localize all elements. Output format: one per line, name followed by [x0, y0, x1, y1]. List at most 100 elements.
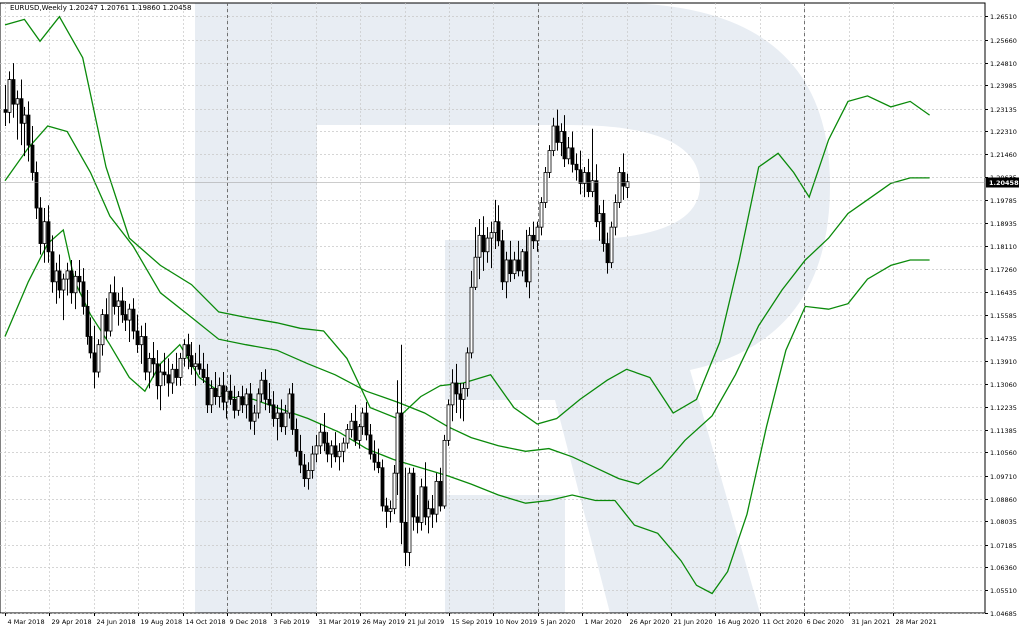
- y-tick-label: 1.07185: [990, 542, 1017, 550]
- candle-body-bull: [539, 202, 544, 228]
- candle-body-bear: [166, 374, 171, 384]
- candle-body-bull: [395, 412, 400, 474]
- candle-body-bull: [259, 379, 264, 395]
- candle: [485, 227, 490, 263]
- candle-body-bull: [236, 396, 241, 411]
- candle: [197, 344, 202, 375]
- candle: [617, 167, 622, 209]
- x-tick-label: 16 Aug 2020: [718, 618, 760, 626]
- candle: [123, 300, 128, 332]
- y-tick-label: 1.12235: [990, 404, 1017, 412]
- candle-body-bear: [454, 382, 459, 395]
- candle-body-bear: [228, 390, 233, 400]
- candle: [594, 164, 599, 228]
- candle: [275, 404, 280, 441]
- y-tick-label: 1.26510: [990, 13, 1017, 21]
- candle: [100, 309, 105, 356]
- candle-body-bear: [458, 393, 463, 400]
- x-tick-label: 21 Jul 2019: [408, 618, 445, 626]
- candle: [423, 462, 428, 526]
- candle-body-bull: [329, 445, 334, 455]
- ohlc-readout: 1.20247 1.20761 1.19860 1.20458: [69, 4, 191, 12]
- candle-body-bear: [516, 259, 521, 272]
- candle-body-bull: [349, 420, 354, 430]
- candle-body-bear: [189, 355, 194, 367]
- candle-body-bear: [298, 450, 303, 466]
- y-tick-label: 1.08035: [990, 518, 1017, 526]
- candle: [38, 197, 43, 255]
- x-tick-label: 31 Jan 2021: [852, 618, 891, 626]
- candle-body-bull: [465, 352, 470, 389]
- candle-body-bear: [143, 336, 148, 373]
- chart-header: EURUSD,Weekly 1.20247 1.20761 1.19860 1.…: [10, 4, 191, 12]
- candle-body-bear: [574, 163, 579, 171]
- candle: [392, 464, 397, 515]
- candle-body-bull: [65, 270, 70, 280]
- candle: [224, 385, 229, 419]
- candle-body-bear: [57, 270, 62, 291]
- candle: [524, 229, 529, 288]
- price-axis: 1.26510 1.25660 1.24810 1.23985 1.23135 1.223…: [985, 13, 1019, 618]
- candle-body-bull: [108, 292, 113, 332]
- candle: [434, 473, 439, 523]
- candle-body-bull: [388, 508, 393, 512]
- candle: [376, 448, 381, 474]
- x-tick-label: 1 Mar 2020: [585, 618, 622, 626]
- candle: [298, 434, 303, 474]
- candle: [395, 380, 400, 496]
- candle-body-bear: [279, 412, 284, 428]
- candle-body-bear: [586, 172, 591, 193]
- candle-body-bull: [256, 393, 261, 414]
- candle: [388, 500, 393, 523]
- candle-body-bull: [559, 131, 564, 143]
- candle: [504, 251, 509, 299]
- candle: [3, 85, 8, 127]
- candle: [201, 352, 206, 383]
- candle-body-bull: [139, 336, 144, 346]
- candle-body-bear: [500, 240, 505, 283]
- candle: [360, 407, 365, 435]
- candle: [73, 270, 78, 310]
- y-tick-label: 1.05510: [990, 587, 1017, 595]
- candle-body-bear: [578, 169, 583, 184]
- candle: [318, 423, 323, 455]
- candle-body-bear: [201, 368, 206, 378]
- candle: [11, 63, 16, 118]
- candle: [162, 352, 167, 386]
- candle: [81, 268, 86, 315]
- candle: [555, 109, 560, 151]
- candle-body-bear: [364, 412, 369, 436]
- candle: [131, 298, 136, 340]
- candle-body-bull: [609, 226, 614, 264]
- candle-body-bear: [322, 431, 327, 444]
- candle-body-bull: [489, 232, 494, 239]
- candle-body-bull: [360, 412, 365, 428]
- candle: [547, 145, 552, 178]
- y-tick-label: 1.25660: [990, 37, 1017, 45]
- candle-body-bull: [392, 472, 397, 510]
- y-tick-label: 1.17260: [990, 266, 1017, 274]
- candle-body-bear: [174, 368, 179, 378]
- candle-body-bear: [271, 404, 276, 419]
- candle-body-bear: [294, 429, 299, 452]
- candle-body-bear: [605, 243, 610, 264]
- candle-body-bear: [19, 98, 24, 124]
- candle-body-bull: [434, 480, 439, 515]
- y-tick-label: 1.22310: [990, 128, 1017, 136]
- candle-body-bear: [26, 114, 31, 146]
- candle: [403, 467, 408, 567]
- candle: [520, 249, 525, 277]
- candle: [446, 399, 451, 446]
- candle: [34, 161, 39, 219]
- candle: [384, 497, 389, 528]
- candle-body-bull: [15, 98, 20, 105]
- candle-body-bear: [399, 412, 404, 523]
- candle: [539, 197, 544, 236]
- x-tick-label: 28 Mar 2021: [896, 618, 937, 626]
- candle: [15, 90, 20, 140]
- candle-body-bear: [50, 251, 55, 283]
- candle: [438, 467, 443, 512]
- candle: [42, 208, 47, 263]
